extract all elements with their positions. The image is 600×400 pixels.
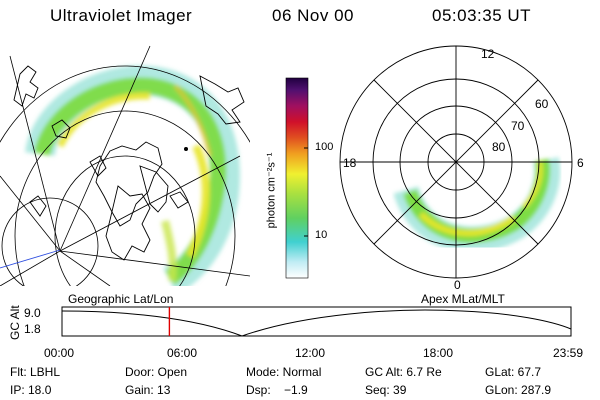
coastlines bbox=[13, 65, 245, 261]
x-tick-2359: 23:59 bbox=[553, 346, 584, 360]
instrument-title: Ultraviolet Imager bbox=[50, 6, 193, 25]
x-tick-0600: 06:00 bbox=[167, 346, 198, 360]
seq-info: Seq: 39 bbox=[365, 383, 407, 397]
gc-alt-info: GC Alt: 6.7 Re bbox=[365, 365, 442, 379]
colorbar bbox=[285, 77, 309, 279]
x-tick-1200: 12:00 bbox=[295, 346, 326, 360]
dsp-info: Dsp: −1.9 bbox=[246, 383, 308, 397]
time-label: 05:03:35 UT bbox=[432, 6, 532, 25]
colorbar-tick-100: 100 bbox=[315, 141, 334, 153]
lat-label-70: 70 bbox=[511, 119, 525, 133]
geographic-map bbox=[0, 45, 250, 286]
filter-info: Flt: LBHL bbox=[10, 365, 61, 379]
polar-grid bbox=[339, 45, 573, 279]
polar-mlt-plot bbox=[339, 45, 573, 279]
date-label: 06 Nov 00 bbox=[272, 6, 354, 25]
glat-info: GLat: 67.7 bbox=[485, 365, 542, 379]
x-tick-1800: 18:00 bbox=[423, 346, 454, 360]
colorbar-tick-10: 10 bbox=[315, 229, 328, 241]
mlt-label-6: 6 bbox=[577, 156, 584, 170]
door-info: Door: Open bbox=[125, 365, 188, 379]
lat-label-60: 60 bbox=[535, 97, 549, 111]
mode-info: Mode: Normal bbox=[246, 365, 322, 379]
x-tick-0000: 00:00 bbox=[44, 346, 75, 360]
altitude-timeline bbox=[61, 306, 572, 337]
y-tick-1-8: 1.8 bbox=[24, 322, 41, 336]
ip-info: IP: 18.0 bbox=[10, 383, 52, 397]
mlt-label-18: 18 bbox=[343, 156, 357, 170]
latlon-grid bbox=[0, 45, 250, 286]
lat-label-80: 80 bbox=[492, 140, 506, 154]
mlt-label-0: 0 bbox=[454, 278, 461, 292]
glon-info: GLon: 287.9 bbox=[485, 383, 552, 397]
geographic-latlon-label: Geographic Lat/Lon bbox=[68, 292, 174, 306]
apex-mlat-mlt-label: Apex MLat/MLT bbox=[421, 292, 505, 306]
gc-alt-axis-label: GC Alt bbox=[8, 305, 22, 340]
mlt-label-12: 12 bbox=[481, 47, 495, 61]
colorbar-unit-label: photon cm⁻²s⁻¹ bbox=[265, 152, 278, 229]
aurora-oval-polar bbox=[393, 157, 561, 253]
y-tick-9: 9.0 bbox=[24, 306, 41, 320]
aurora-oval-geographic bbox=[25, 65, 241, 286]
gain-info: Gain: 13 bbox=[125, 383, 171, 397]
